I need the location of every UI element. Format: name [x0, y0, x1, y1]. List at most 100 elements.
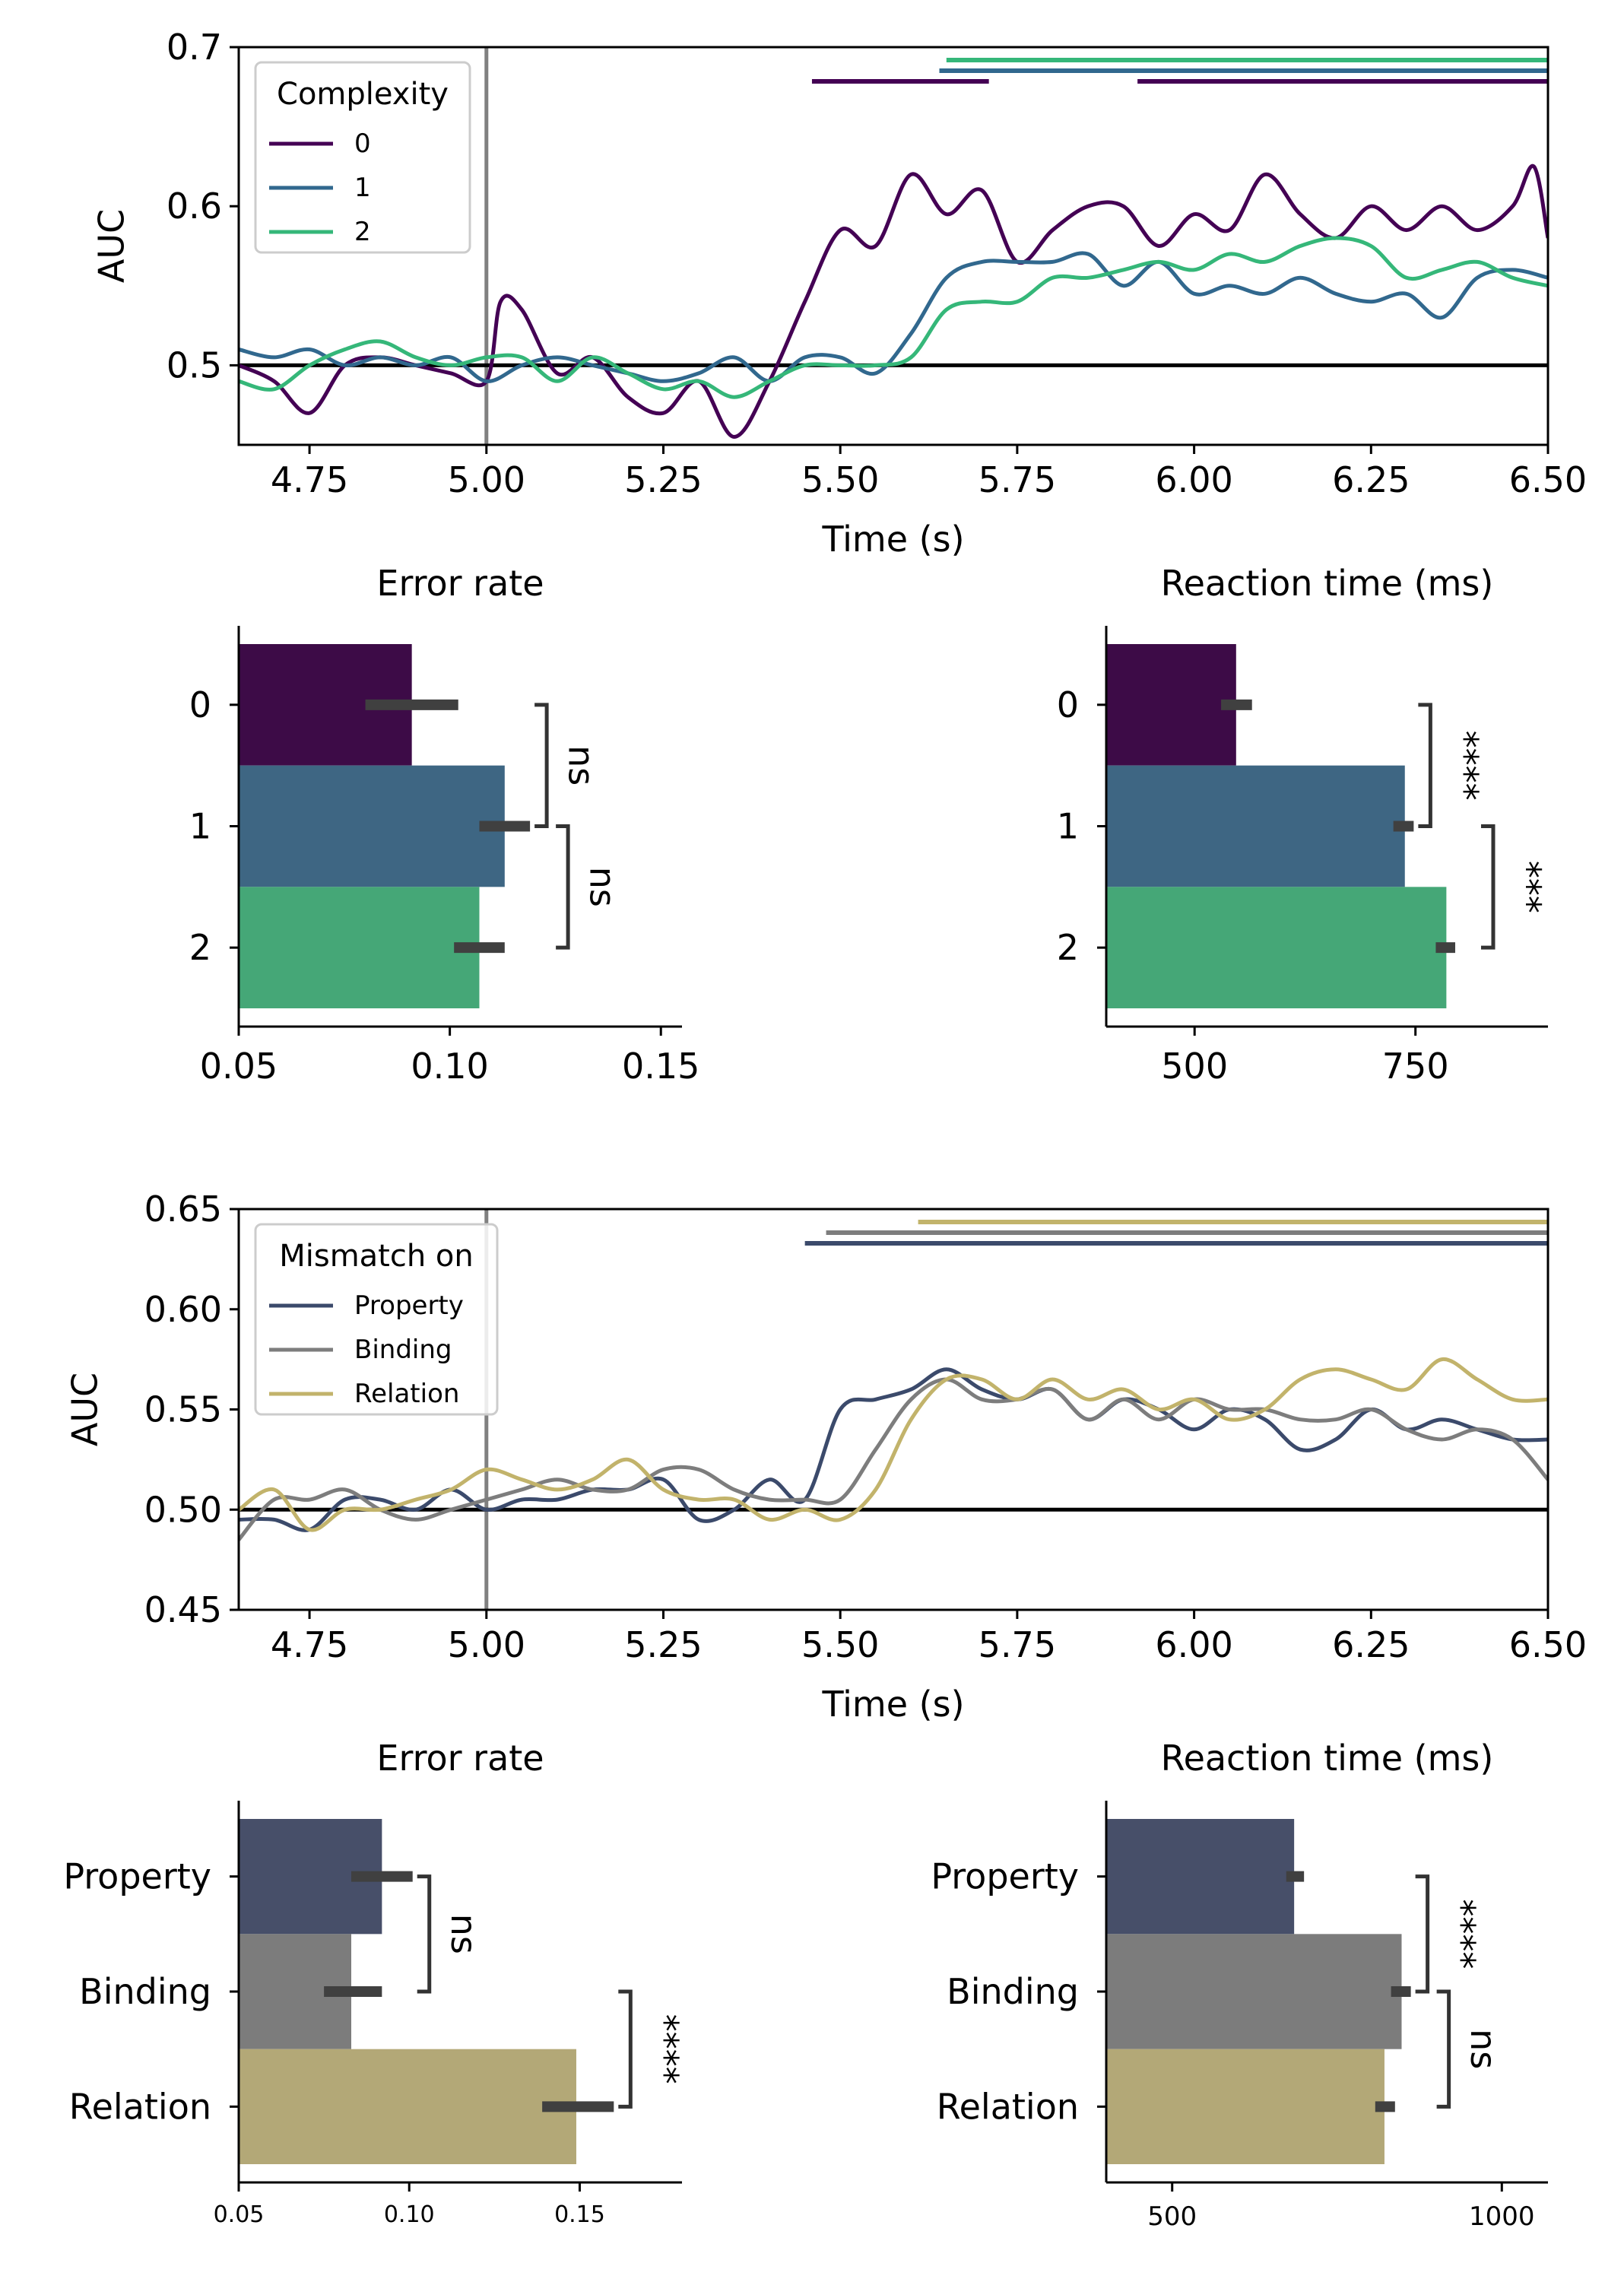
- legend-label-property: Property: [354, 1290, 464, 1321]
- x-tick-label: 0.10: [384, 2201, 435, 2228]
- panel-title: Reaction time (ms): [1161, 563, 1494, 604]
- category-label: 1: [189, 806, 211, 847]
- significance-bracket: [417, 1874, 432, 1994]
- significance-bracket: [1415, 1874, 1430, 1994]
- bar-binding: [1106, 1934, 1402, 2049]
- x-tick-label: 500: [1147, 2201, 1197, 2232]
- x-tick-label: 5.25: [624, 1624, 702, 1665]
- category-label: Property: [931, 1856, 1079, 1897]
- significance-label: ns: [582, 867, 623, 907]
- legend-label-2: 2: [354, 217, 371, 247]
- bar-1: [239, 765, 505, 887]
- significance-bracket: [1418, 703, 1432, 828]
- significance-label: ****: [1442, 1899, 1483, 1969]
- category-label: 0: [189, 684, 211, 725]
- legend-label-binding: Binding: [354, 1335, 452, 1365]
- x-tick-label: 6.50: [1509, 459, 1587, 500]
- x-tick-label: 0.10: [411, 1046, 488, 1087]
- y-tick-label: 0.50: [144, 1489, 222, 1530]
- x-tick-label: 6.50: [1509, 1624, 1587, 1665]
- category-label: 0: [1057, 684, 1079, 725]
- panel-auc-complexity: 4.75 5.00 5.25 5.50 5.75 6.00 6.25 6.50 0.5 0.6 0.…: [91, 27, 1588, 560]
- category-label: 2: [1057, 927, 1079, 968]
- x-tick-label: 5.75: [979, 459, 1056, 500]
- category-label: Relation: [937, 2086, 1079, 2127]
- x-tick-label: 6.25: [1332, 1624, 1410, 1665]
- x-tick-label: 5.00: [448, 1624, 525, 1665]
- x-tick-label: 5.00: [448, 459, 525, 500]
- x-tick-label: 1000: [1469, 2201, 1535, 2232]
- legend-box: [254, 1223, 499, 1416]
- significance-bracket: [1436, 1989, 1451, 2109]
- significance-label: ****: [645, 2014, 686, 2084]
- x-tick-label: 500: [1161, 1046, 1228, 1087]
- panel-auc-mismatch: 4.75 5.00 5.25 5.50 5.75 6.00 6.25 6.50 0.45 0.50…: [65, 1189, 1588, 1725]
- x-tick-label: 0.15: [554, 2201, 605, 2228]
- x-axis-label: Time (s): [821, 519, 964, 560]
- x-tick-label: 5.50: [801, 459, 879, 500]
- y-tick-label: 0.7: [167, 27, 222, 68]
- series-line-relation: [239, 1357, 1548, 1532]
- significance-bracket: [1480, 824, 1496, 950]
- category-label: 2: [189, 927, 211, 968]
- x-tick-label: 4.75: [271, 1624, 348, 1665]
- bar-2: [239, 887, 480, 1008]
- y-tick-label: 0.55: [144, 1389, 222, 1430]
- category-label: Relation: [69, 2086, 211, 2127]
- x-tick-label: 6.25: [1332, 459, 1410, 500]
- bar-property: [1106, 1819, 1295, 1935]
- plot-area: [239, 47, 1548, 445]
- bar-2: [1106, 887, 1447, 1008]
- x-tick-label: 4.75: [271, 459, 348, 500]
- legend-title: Mismatch on: [279, 1239, 474, 1274]
- bar-relation: [239, 2049, 576, 2164]
- series-line-binding: [239, 1377, 1548, 1541]
- x-tick-label: 5.50: [801, 1624, 879, 1665]
- x-tick-label: 5.75: [979, 1624, 1056, 1665]
- bar-relation: [1106, 2049, 1385, 2164]
- x-tick-label: 6.00: [1155, 1624, 1232, 1665]
- y-tick-label: 0.5: [167, 344, 222, 386]
- bar-1: [1106, 765, 1405, 887]
- bar-0: [1106, 644, 1236, 766]
- legend-title: Complexity: [277, 77, 449, 112]
- x-tick-label: 0.05: [200, 1046, 278, 1087]
- series-line-2: [239, 236, 1548, 399]
- significance-label: ***: [1507, 861, 1548, 913]
- x-tick-label: 0.05: [214, 2201, 265, 2228]
- significance-label: ns: [561, 745, 602, 786]
- x-tick-label: 5.25: [624, 459, 702, 500]
- panel-title: Reaction time (ms): [1161, 1738, 1494, 1779]
- panel-rt-mismatch: Property Binding Relation 500 1000 Reaction t…: [931, 1738, 1548, 2232]
- category-label: Property: [63, 1856, 211, 1897]
- legend-label-relation: Relation: [354, 1379, 459, 1409]
- y-tick-label: 0.65: [144, 1189, 222, 1230]
- y-tick-label: 0.45: [144, 1589, 222, 1630]
- significance-label: ****: [1445, 731, 1486, 801]
- category-label: Binding: [79, 1971, 211, 2012]
- y-tick-label: 0.6: [167, 186, 222, 227]
- y-axis-label: AUC: [91, 209, 132, 283]
- significance-label: ns: [443, 1914, 484, 1954]
- x-tick-label: 750: [1382, 1046, 1449, 1087]
- axes-frame: [237, 46, 1549, 446]
- plot-area: [239, 1209, 1548, 1610]
- category-label: Binding: [947, 1971, 1079, 2012]
- series-line-property: [239, 1367, 1548, 1532]
- y-axis-label: AUC: [65, 1373, 106, 1446]
- panel-err-complexity: 0 1 2 0.05 0.10 0.15 Error rate ns ns: [189, 563, 700, 1087]
- y-tick-label: 0.60: [144, 1289, 222, 1330]
- panel-title: Error rate: [376, 563, 544, 604]
- x-axis-label: Time (s): [821, 1684, 964, 1725]
- x-tick-label: 6.00: [1155, 459, 1232, 500]
- panel-err-mismatch: Property Binding Relation 0.05 0.10 0.15 Error…: [63, 1738, 685, 2228]
- significance-bracket: [556, 824, 570, 950]
- significance-label: ns: [1463, 2029, 1504, 2069]
- category-label: 1: [1057, 806, 1079, 847]
- significance-bracket: [618, 1989, 633, 2109]
- legend-label-1: 1: [354, 173, 371, 203]
- legend-label-0: 0: [354, 129, 371, 159]
- significance-bracket: [534, 703, 549, 828]
